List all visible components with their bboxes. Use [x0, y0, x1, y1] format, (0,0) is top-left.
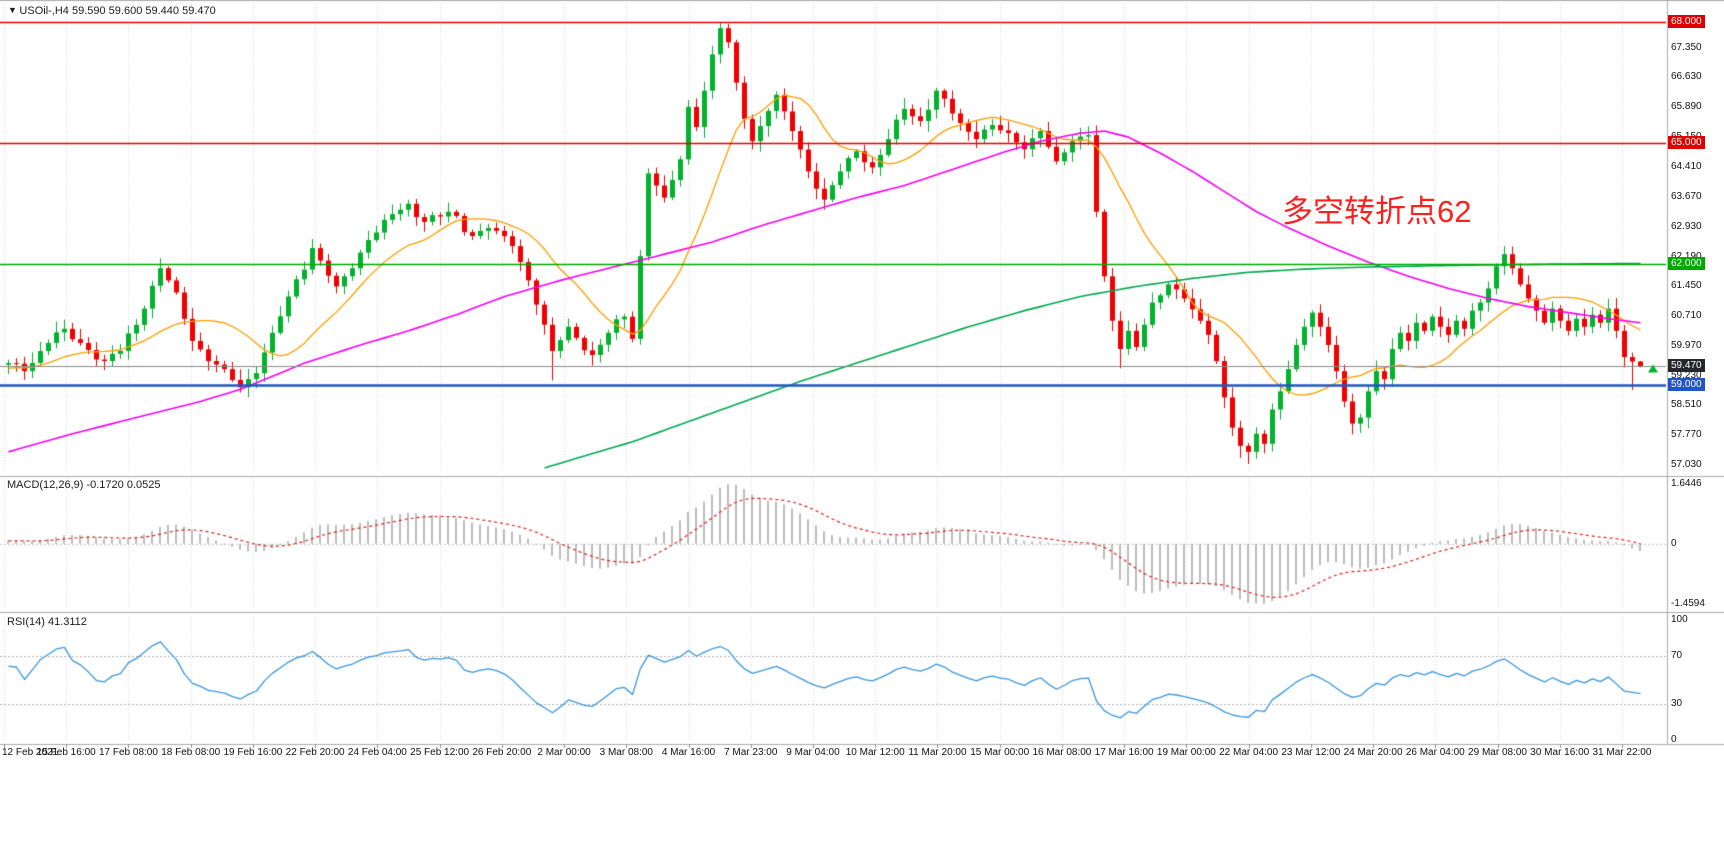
annotation-text[interactable]: 多空转折点62 — [1282, 194, 1472, 229]
macd-label: MACD(12,26,9) -0.1720 0.0525 — [7, 479, 161, 491]
symbol-collapse-icon[interactable]: ▼ — [8, 5, 20, 15]
chart-title: ▼ USOil-,H4 59.590 59.600 59.440 59.470 — [8, 5, 216, 17]
symbol-ohlc-text: USOil-,H4 59.590 59.600 59.440 59.470 — [19, 5, 216, 17]
rsi-label: RSI(14) 41.3112 — [7, 616, 87, 628]
